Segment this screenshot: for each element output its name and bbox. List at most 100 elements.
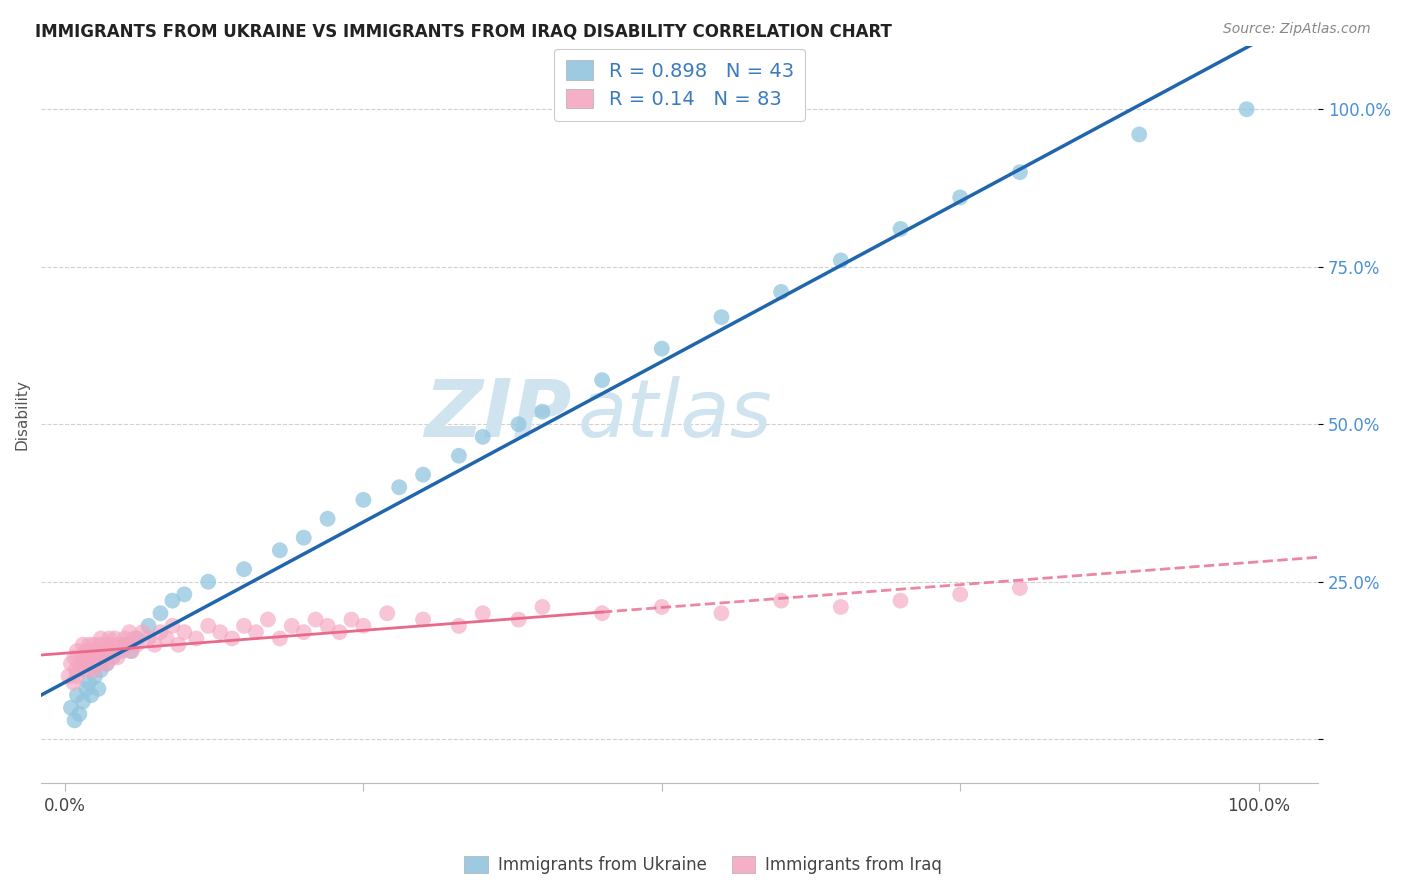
Point (710, 310, 733, 325)
Point (59, 657, 82, 671)
Point (107, 650, 129, 665)
Point (77, 650, 100, 665)
Point (72, 638, 94, 652)
Point (651, 599, 673, 614)
Point (388, 480, 411, 494)
Text: atlas: atlas (578, 376, 772, 454)
Point (197, 619, 219, 633)
Point (72, 650, 94, 665)
Point (89, 638, 111, 652)
Point (471, 430, 494, 444)
Point (96, 657, 118, 671)
Point (118, 625, 141, 640)
Point (949, 587, 972, 601)
Point (67, 707, 90, 722)
Point (114, 638, 136, 652)
Point (173, 625, 195, 640)
Point (412, 467, 434, 482)
Point (97, 644, 120, 658)
Point (591, 373, 613, 387)
Point (122, 632, 145, 646)
Point (121, 644, 143, 658)
Y-axis label: Disability: Disability (15, 379, 30, 450)
Point (77, 638, 100, 652)
Point (167, 638, 190, 652)
Point (233, 562, 256, 576)
Point (162, 593, 184, 607)
Point (84, 650, 107, 665)
Point (651, 342, 673, 356)
Point (79, 657, 101, 671)
Point (73, 657, 96, 671)
Point (125, 638, 148, 652)
Point (830, 253, 852, 268)
Point (93, 650, 115, 665)
Point (304, 613, 326, 627)
Point (108, 638, 131, 652)
Point (447, 619, 470, 633)
Point (125, 632, 148, 646)
Point (76, 663, 98, 677)
Point (91, 644, 114, 658)
Point (508, 417, 530, 432)
Point (149, 607, 172, 621)
Point (328, 625, 350, 640)
Point (66, 688, 89, 702)
Point (412, 613, 434, 627)
Point (63, 714, 86, 728)
Point (149, 625, 172, 640)
Point (114, 632, 136, 646)
Point (269, 632, 291, 646)
Point (340, 613, 363, 627)
Point (143, 638, 166, 652)
Point (66, 644, 89, 658)
Point (508, 613, 530, 627)
Point (292, 625, 315, 640)
Text: ZIP: ZIP (423, 376, 571, 454)
Point (90, 632, 112, 646)
Point (80, 688, 103, 702)
Point (87, 681, 110, 696)
Point (107, 644, 129, 658)
Point (257, 613, 280, 627)
Point (1236, 102, 1258, 116)
Point (949, 190, 972, 204)
Legend: R = 0.898   N = 43, R = 0.14   N = 83: R = 0.898 N = 43, R = 0.14 N = 83 (554, 48, 806, 120)
Point (316, 512, 339, 526)
Point (710, 607, 733, 621)
Point (72, 694, 94, 708)
Point (830, 599, 852, 614)
Point (80, 644, 103, 658)
Point (889, 593, 911, 607)
Point (352, 492, 374, 507)
Point (83, 669, 105, 683)
Point (1008, 165, 1031, 179)
Point (531, 599, 554, 614)
Point (173, 587, 195, 601)
Point (62, 675, 84, 690)
Point (82, 650, 104, 665)
Point (83, 663, 105, 677)
Point (86, 644, 108, 658)
Point (100, 638, 122, 652)
Point (221, 632, 243, 646)
Point (770, 285, 793, 299)
Point (138, 619, 160, 633)
Point (1128, 128, 1150, 142)
Point (155, 632, 177, 646)
Point (94, 638, 117, 652)
Point (281, 619, 304, 633)
Point (770, 593, 793, 607)
Point (316, 619, 339, 633)
Point (98, 632, 121, 646)
Point (75, 644, 97, 658)
Legend: Immigrants from Ukraine, Immigrants from Iraq: Immigrants from Ukraine, Immigrants from… (457, 849, 949, 881)
Point (197, 574, 219, 589)
Point (77, 675, 100, 690)
Point (58, 669, 80, 683)
Point (531, 404, 554, 418)
Point (269, 543, 291, 558)
Point (209, 625, 232, 640)
Point (186, 632, 208, 646)
Point (83, 638, 105, 652)
